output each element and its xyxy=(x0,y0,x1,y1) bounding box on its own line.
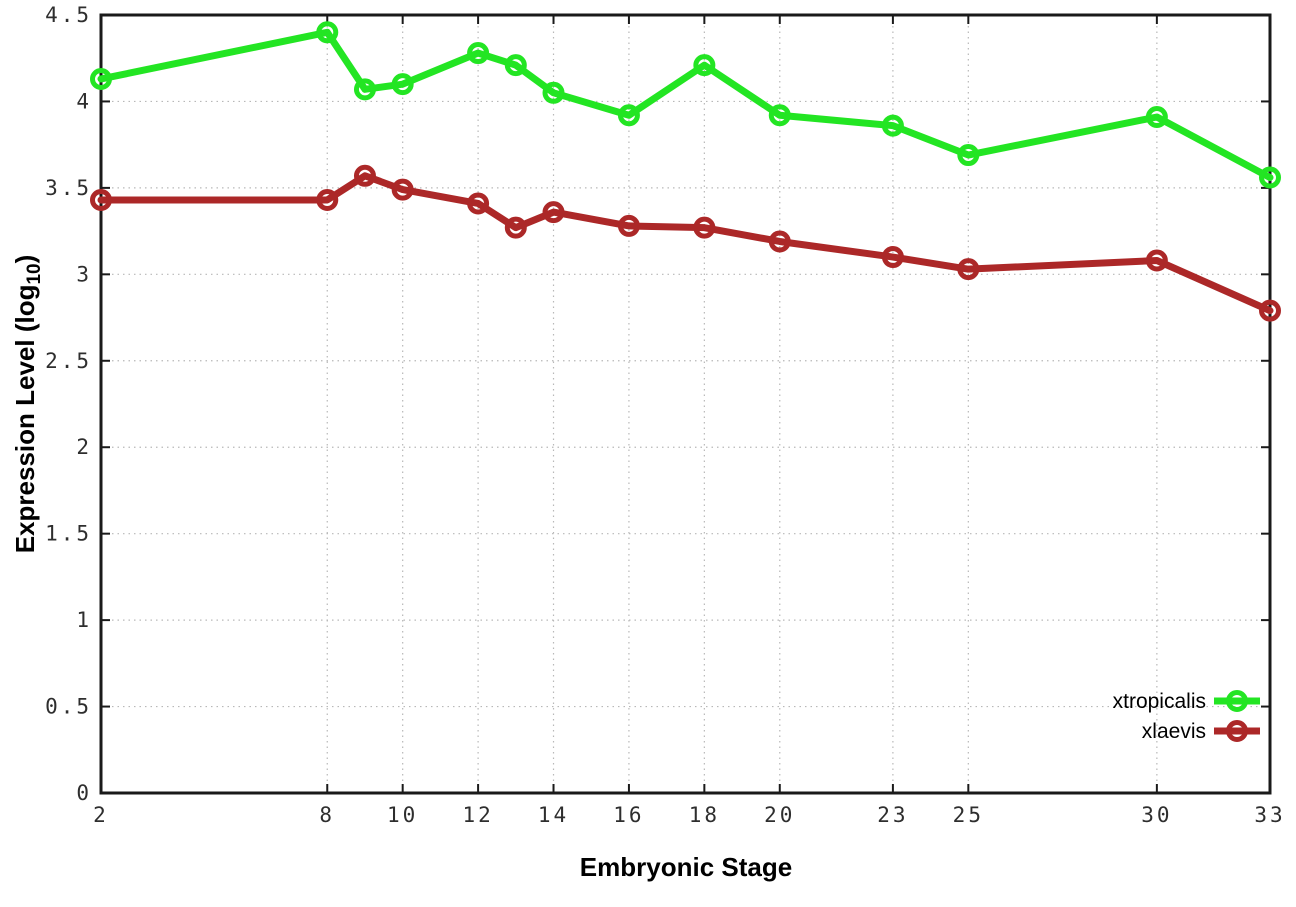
legend: xtropicalis xlaevis xyxy=(1113,690,1260,743)
data-series xyxy=(90,21,1281,322)
y-tick-label: 3 xyxy=(76,262,92,286)
data-point-xlaevis xyxy=(504,216,527,239)
x-tick-label: 10 xyxy=(387,803,418,827)
data-point-xtropicalis xyxy=(957,144,980,167)
data-point-xlaevis xyxy=(881,246,904,269)
x-tick-label: 2 xyxy=(93,803,109,827)
data-point-xtropicalis xyxy=(391,73,414,96)
y-tick-label: 0.5 xyxy=(45,695,92,719)
x-tick-label: 12 xyxy=(462,803,493,827)
data-point-xlaevis xyxy=(957,258,980,281)
x-tick-label: 18 xyxy=(689,803,720,827)
y-tick-label: 2 xyxy=(76,435,92,459)
series-line-xtropicalis xyxy=(97,28,1274,182)
legend-marker-icon xyxy=(1226,690,1248,712)
data-point-xtropicalis xyxy=(1145,106,1168,129)
data-point-xlaevis xyxy=(693,216,716,239)
x-tick-label: 16 xyxy=(613,803,644,827)
y-axis-title: Expression Level (log10) xyxy=(10,255,45,554)
data-point-xlaevis xyxy=(617,214,640,237)
data-point-xtropicalis xyxy=(467,42,490,65)
y-tick-label: 4.5 xyxy=(45,3,92,27)
data-point-xtropicalis xyxy=(542,81,565,104)
y-tick-label: 1 xyxy=(76,608,92,632)
legend-marker-icon xyxy=(1226,720,1248,742)
x-tick-label: 14 xyxy=(538,803,569,827)
data-point-xlaevis xyxy=(353,164,376,187)
x-tick-label: 23 xyxy=(877,803,908,827)
data-point-xtropicalis xyxy=(504,54,527,77)
axis-ticks xyxy=(100,14,1271,794)
x-tick-label: 33 xyxy=(1254,803,1285,827)
data-point-xlaevis xyxy=(1145,249,1168,272)
plot-border xyxy=(99,13,1272,795)
data-point-xtropicalis xyxy=(617,104,640,127)
data-point-xtropicalis xyxy=(316,21,339,44)
data-point-xtropicalis xyxy=(693,54,716,77)
x-tick-label: 8 xyxy=(319,803,335,827)
data-point-xlaevis xyxy=(316,188,339,211)
data-point-xtropicalis xyxy=(768,104,791,127)
data-point-xtropicalis xyxy=(353,78,376,101)
data-point-xtropicalis xyxy=(1259,166,1281,189)
legend-label-xtropicalis: xtropicalis xyxy=(1113,690,1206,713)
series-line-xlaevis xyxy=(97,172,1274,315)
data-point-xtropicalis xyxy=(90,67,112,90)
y-tick-label: 2.5 xyxy=(45,349,92,373)
y-tick-label: 0 xyxy=(76,781,92,805)
x-axis-title: Embryonic Stage xyxy=(580,852,792,882)
x-tick-label: 30 xyxy=(1141,803,1172,827)
data-point-xlaevis xyxy=(1259,299,1281,322)
data-point-xlaevis xyxy=(90,188,112,211)
y-tick-label: 1.5 xyxy=(45,522,92,546)
data-point-xtropicalis xyxy=(881,114,904,137)
x-tick-label: 20 xyxy=(764,803,795,827)
legend-label-xlaevis: xlaevis xyxy=(1142,720,1206,743)
x-tick-label: 25 xyxy=(953,803,984,827)
y-tick-label: 3.5 xyxy=(45,176,92,200)
plot-frame xyxy=(99,13,1272,795)
axis-tick-labels: 2 8 10 12 14 16 18 20 23 25 30 33 0 0.5 1 1.5 2 2.5 3 3.5 4 4… xyxy=(45,3,1285,827)
data-point-xlaevis xyxy=(467,192,490,215)
y-tick-label: 4 xyxy=(76,89,92,113)
data-point-xlaevis xyxy=(542,201,565,224)
data-point-xlaevis xyxy=(391,178,414,201)
data-point-xlaevis xyxy=(768,230,791,253)
